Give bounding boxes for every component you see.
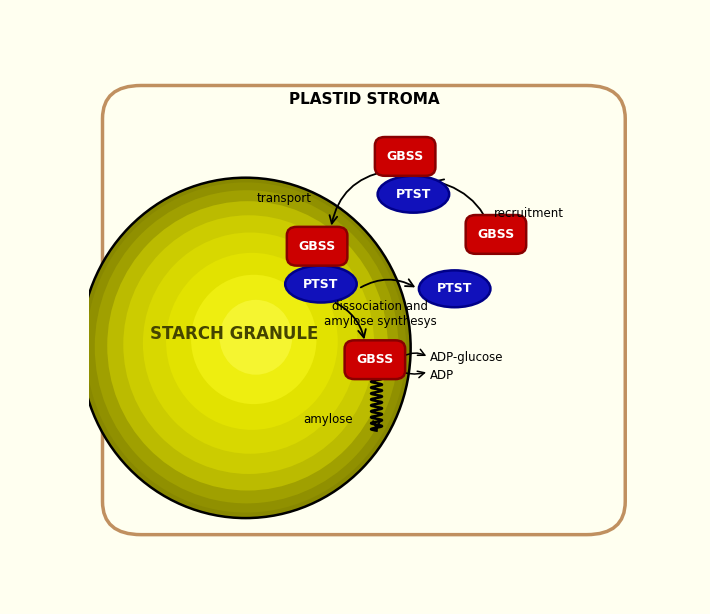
Text: recruitment: recruitment [494, 207, 564, 220]
Text: GBSS: GBSS [298, 239, 336, 253]
Text: GBSS: GBSS [477, 228, 515, 241]
Text: PTST: PTST [303, 278, 339, 290]
Text: PTST: PTST [395, 188, 431, 201]
Ellipse shape [219, 300, 293, 375]
Ellipse shape [166, 253, 338, 430]
Text: STARCH GRANULE: STARCH GRANULE [151, 325, 319, 343]
Ellipse shape [285, 266, 356, 303]
Ellipse shape [378, 176, 449, 212]
Ellipse shape [94, 190, 398, 503]
Ellipse shape [419, 270, 491, 307]
FancyBboxPatch shape [344, 340, 405, 379]
Ellipse shape [124, 216, 374, 474]
Text: PLASTID STROMA: PLASTID STROMA [288, 92, 439, 107]
Text: PTST: PTST [437, 282, 472, 295]
Text: GBSS: GBSS [356, 353, 393, 366]
FancyBboxPatch shape [466, 215, 526, 254]
Text: ADP: ADP [430, 369, 454, 382]
Ellipse shape [80, 177, 410, 518]
FancyBboxPatch shape [287, 227, 347, 266]
FancyBboxPatch shape [102, 85, 626, 535]
Text: ADP-glucose: ADP-glucose [430, 351, 503, 364]
Text: GBSS: GBSS [386, 150, 424, 163]
Text: transport: transport [256, 192, 312, 206]
Text: amylose: amylose [303, 413, 353, 426]
Ellipse shape [191, 275, 317, 404]
Text: dissociation and
amylose synthesys: dissociation and amylose synthesys [324, 300, 437, 328]
Ellipse shape [143, 233, 358, 454]
Ellipse shape [86, 182, 406, 513]
Ellipse shape [107, 201, 388, 491]
FancyBboxPatch shape [375, 137, 435, 176]
